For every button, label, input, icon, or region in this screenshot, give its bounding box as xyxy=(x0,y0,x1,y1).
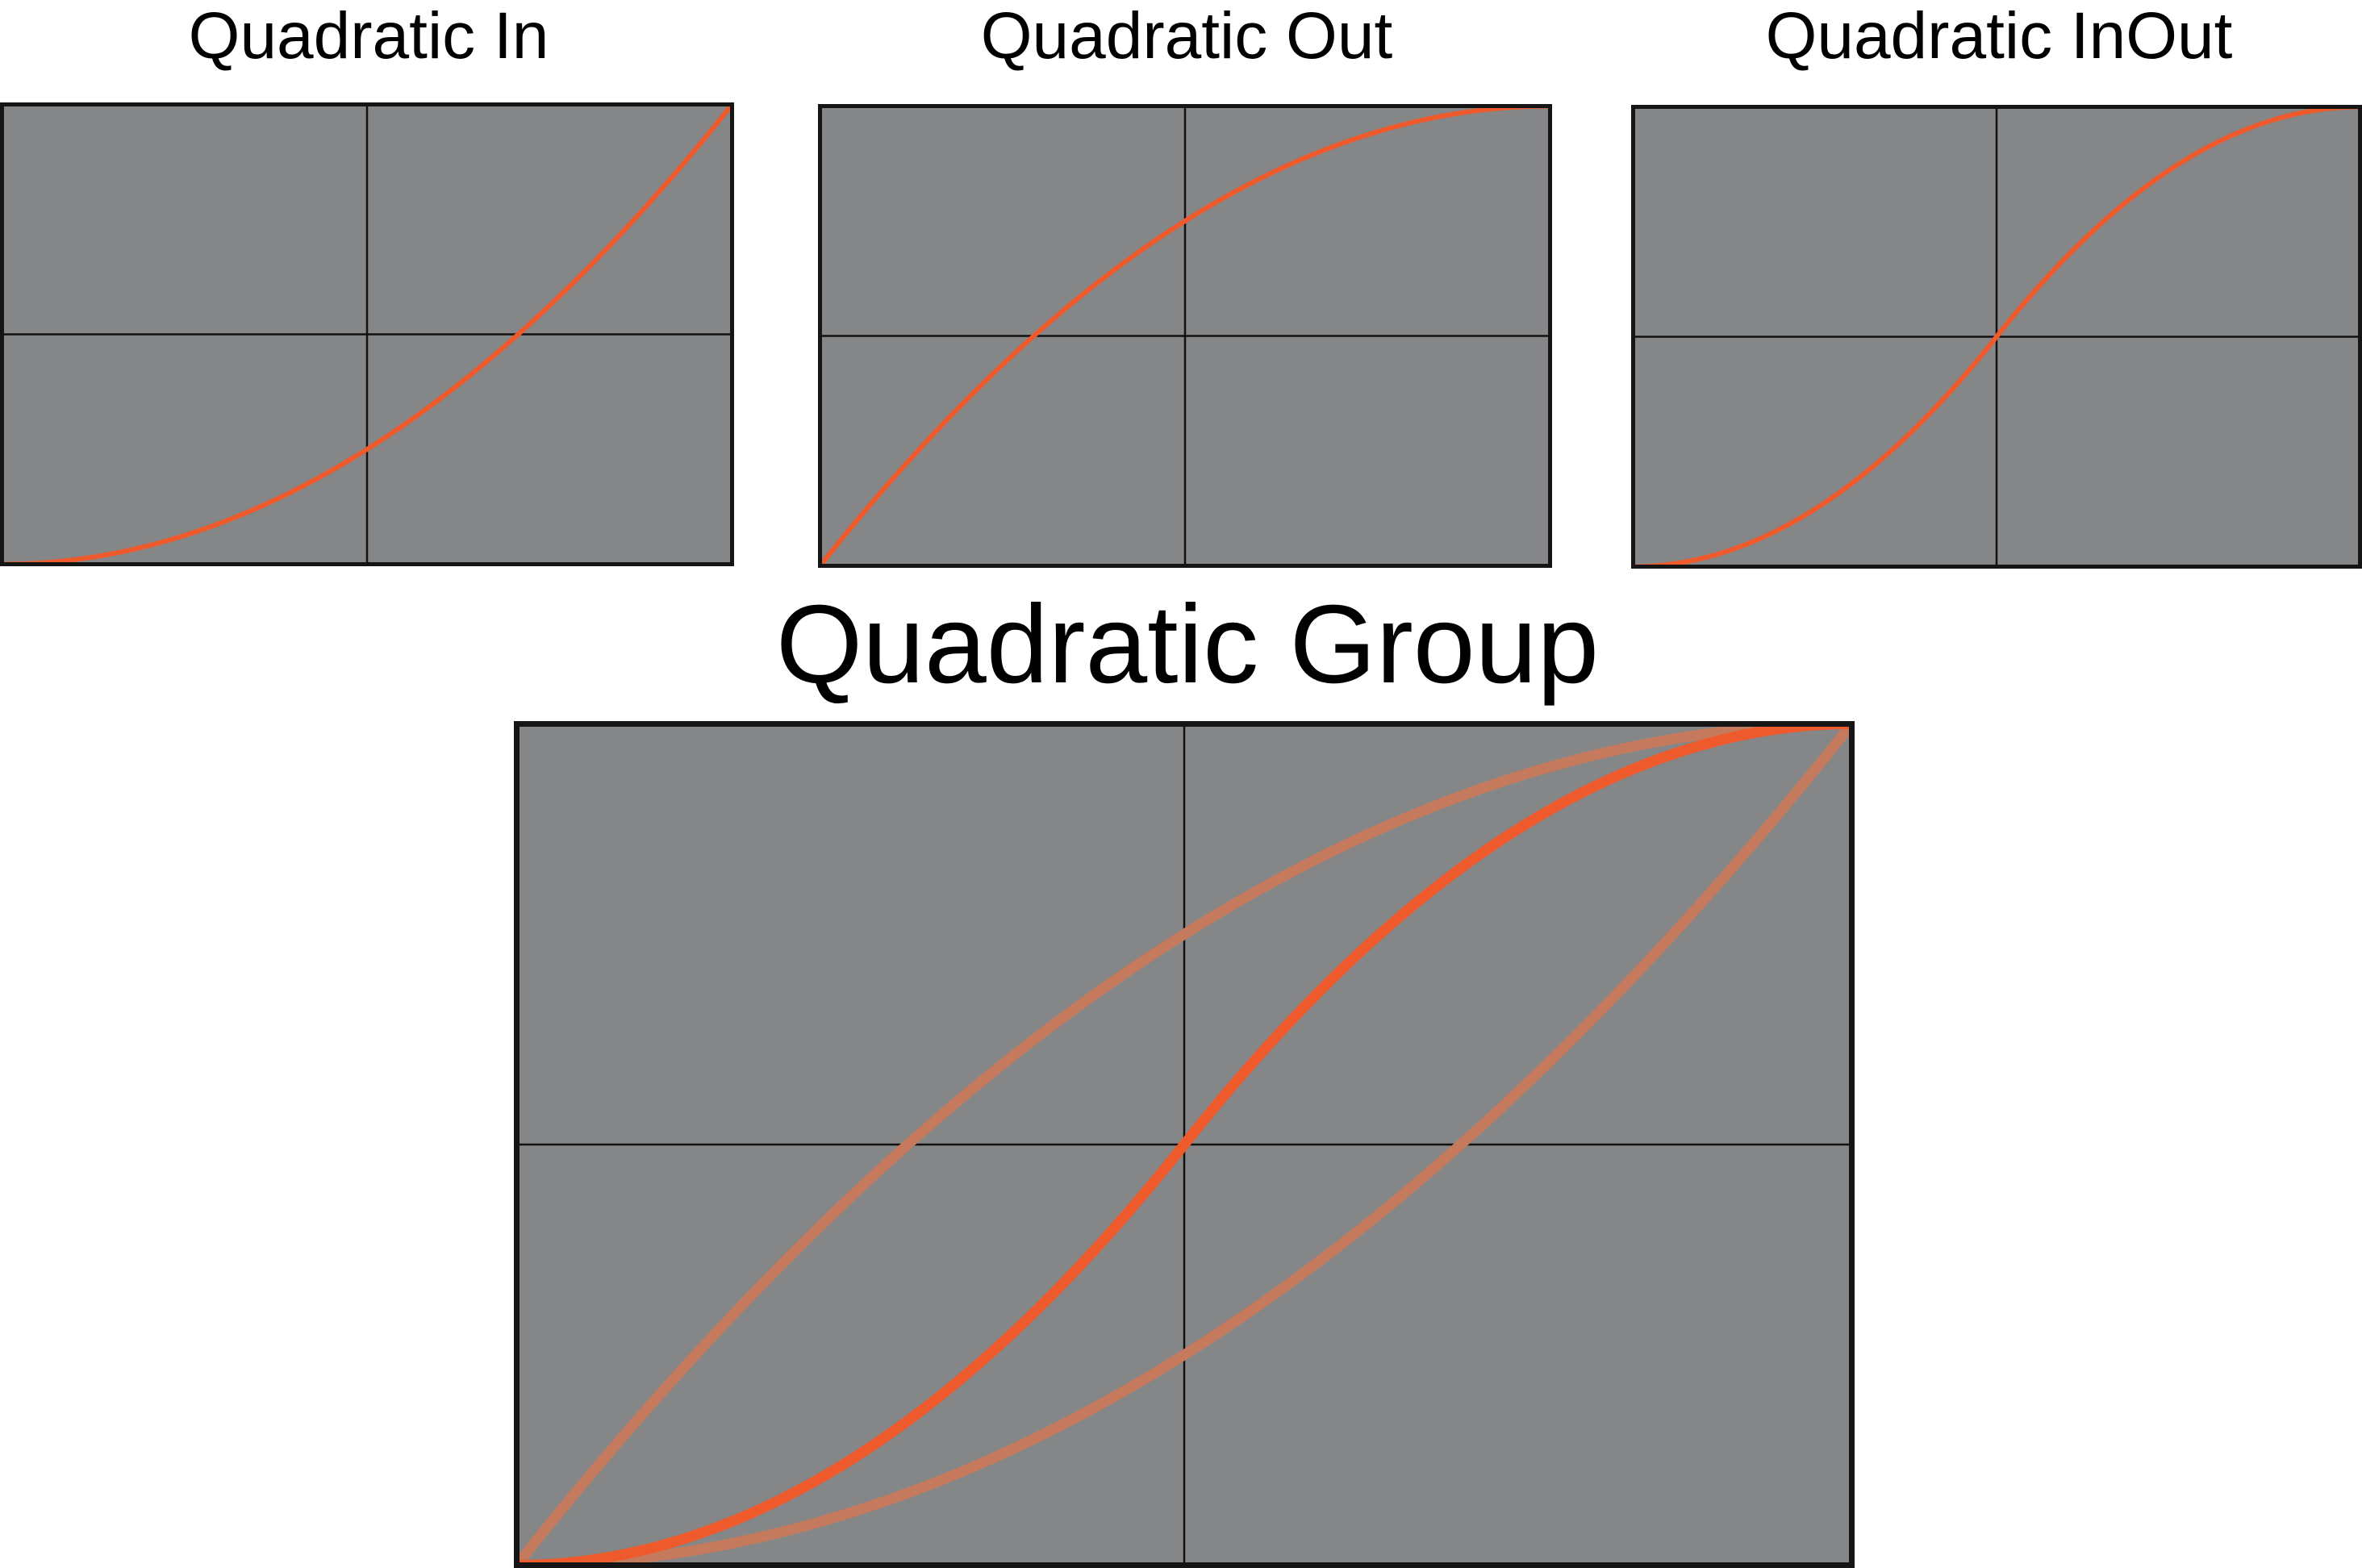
chart-title-quadratic-group: Quadratic Group xyxy=(775,582,1600,707)
chart-title-quadratic-in: Quadratic In xyxy=(188,0,549,73)
plot-frame xyxy=(1631,105,2362,569)
faded-quadratic-in-curve xyxy=(516,724,1852,1566)
quadratic-in-chart xyxy=(0,102,734,566)
faded-quadratic-out-curve xyxy=(516,724,1852,1566)
chart-title-quadratic-inout: Quadratic InOut xyxy=(1765,0,2233,73)
quadratic-group-chart xyxy=(514,721,1855,1568)
quadratic-inout-chart xyxy=(1631,105,2362,569)
quadratic-out-chart xyxy=(818,104,1552,568)
plot-frame xyxy=(514,721,1855,1568)
quadratic-out-curve xyxy=(820,106,1550,566)
plot-frame xyxy=(818,104,1552,568)
quadratic-inout-curve xyxy=(516,724,1852,1566)
chart-title-quadratic-out: Quadratic Out xyxy=(980,0,1393,73)
plot-frame xyxy=(0,102,734,566)
quadratic-inout-curve xyxy=(1633,106,2360,567)
quadratic-in-curve xyxy=(2,104,732,565)
